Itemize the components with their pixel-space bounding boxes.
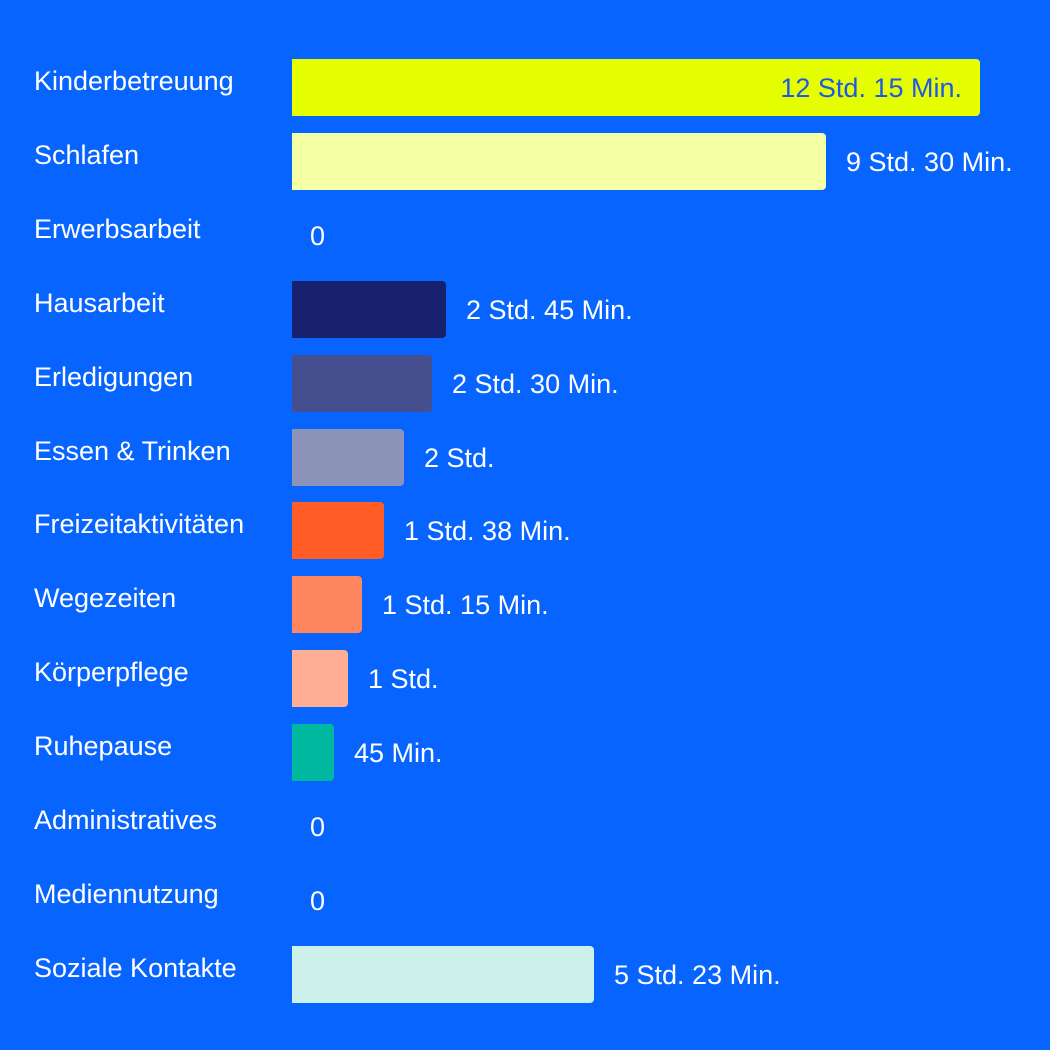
category-label: Schlafen: [34, 139, 140, 170]
value-label: 12 Std. 15 Min.: [780, 73, 962, 103]
bar: [292, 428, 404, 486]
category-label: Wegezeiten: [34, 583, 177, 614]
value-label: 1 Std. 38 Min.: [404, 516, 571, 547]
category-label: Ruhepause: [34, 731, 173, 762]
bar: [292, 502, 384, 560]
value-label: 9 Std. 30 Min.: [846, 146, 1013, 177]
value-label: 2 Std. 30 Min.: [452, 368, 619, 399]
value-label: 1 Std. 15 Min.: [382, 590, 549, 621]
category-label: Freizeitaktivitäten: [34, 509, 245, 540]
value-label: 0: [310, 220, 326, 251]
bar: [292, 354, 432, 412]
value-label: 2 Std.: [424, 442, 495, 473]
category-label: Essen & Trinken: [34, 435, 231, 466]
category-label: Mediennutzung: [34, 878, 219, 909]
category-label: Administratives: [34, 805, 218, 835]
value-label: 0: [310, 812, 326, 842]
bar: [292, 280, 446, 338]
category-label: Kinderbetreuung: [34, 66, 234, 96]
bar: [292, 132, 826, 190]
bar: [292, 650, 348, 708]
value-label: 2 Std. 45 Min.: [466, 294, 633, 325]
bar: [292, 576, 362, 634]
bar: [292, 724, 334, 782]
category-label: Körperpflege: [34, 657, 189, 688]
category-label: Hausarbeit: [34, 287, 165, 318]
category-label: Erwerbsarbeit: [34, 213, 201, 244]
value-label: 45 Min.: [354, 738, 443, 769]
value-label: 1 Std.: [368, 664, 439, 695]
bar: [292, 945, 594, 1003]
value-label: 5 Std. 23 Min.: [614, 959, 781, 990]
bar: [292, 59, 980, 116]
category-label: Soziale Kontakte: [34, 952, 237, 983]
category-label: Erledigungen: [34, 361, 194, 392]
value-label: 0: [310, 885, 326, 916]
